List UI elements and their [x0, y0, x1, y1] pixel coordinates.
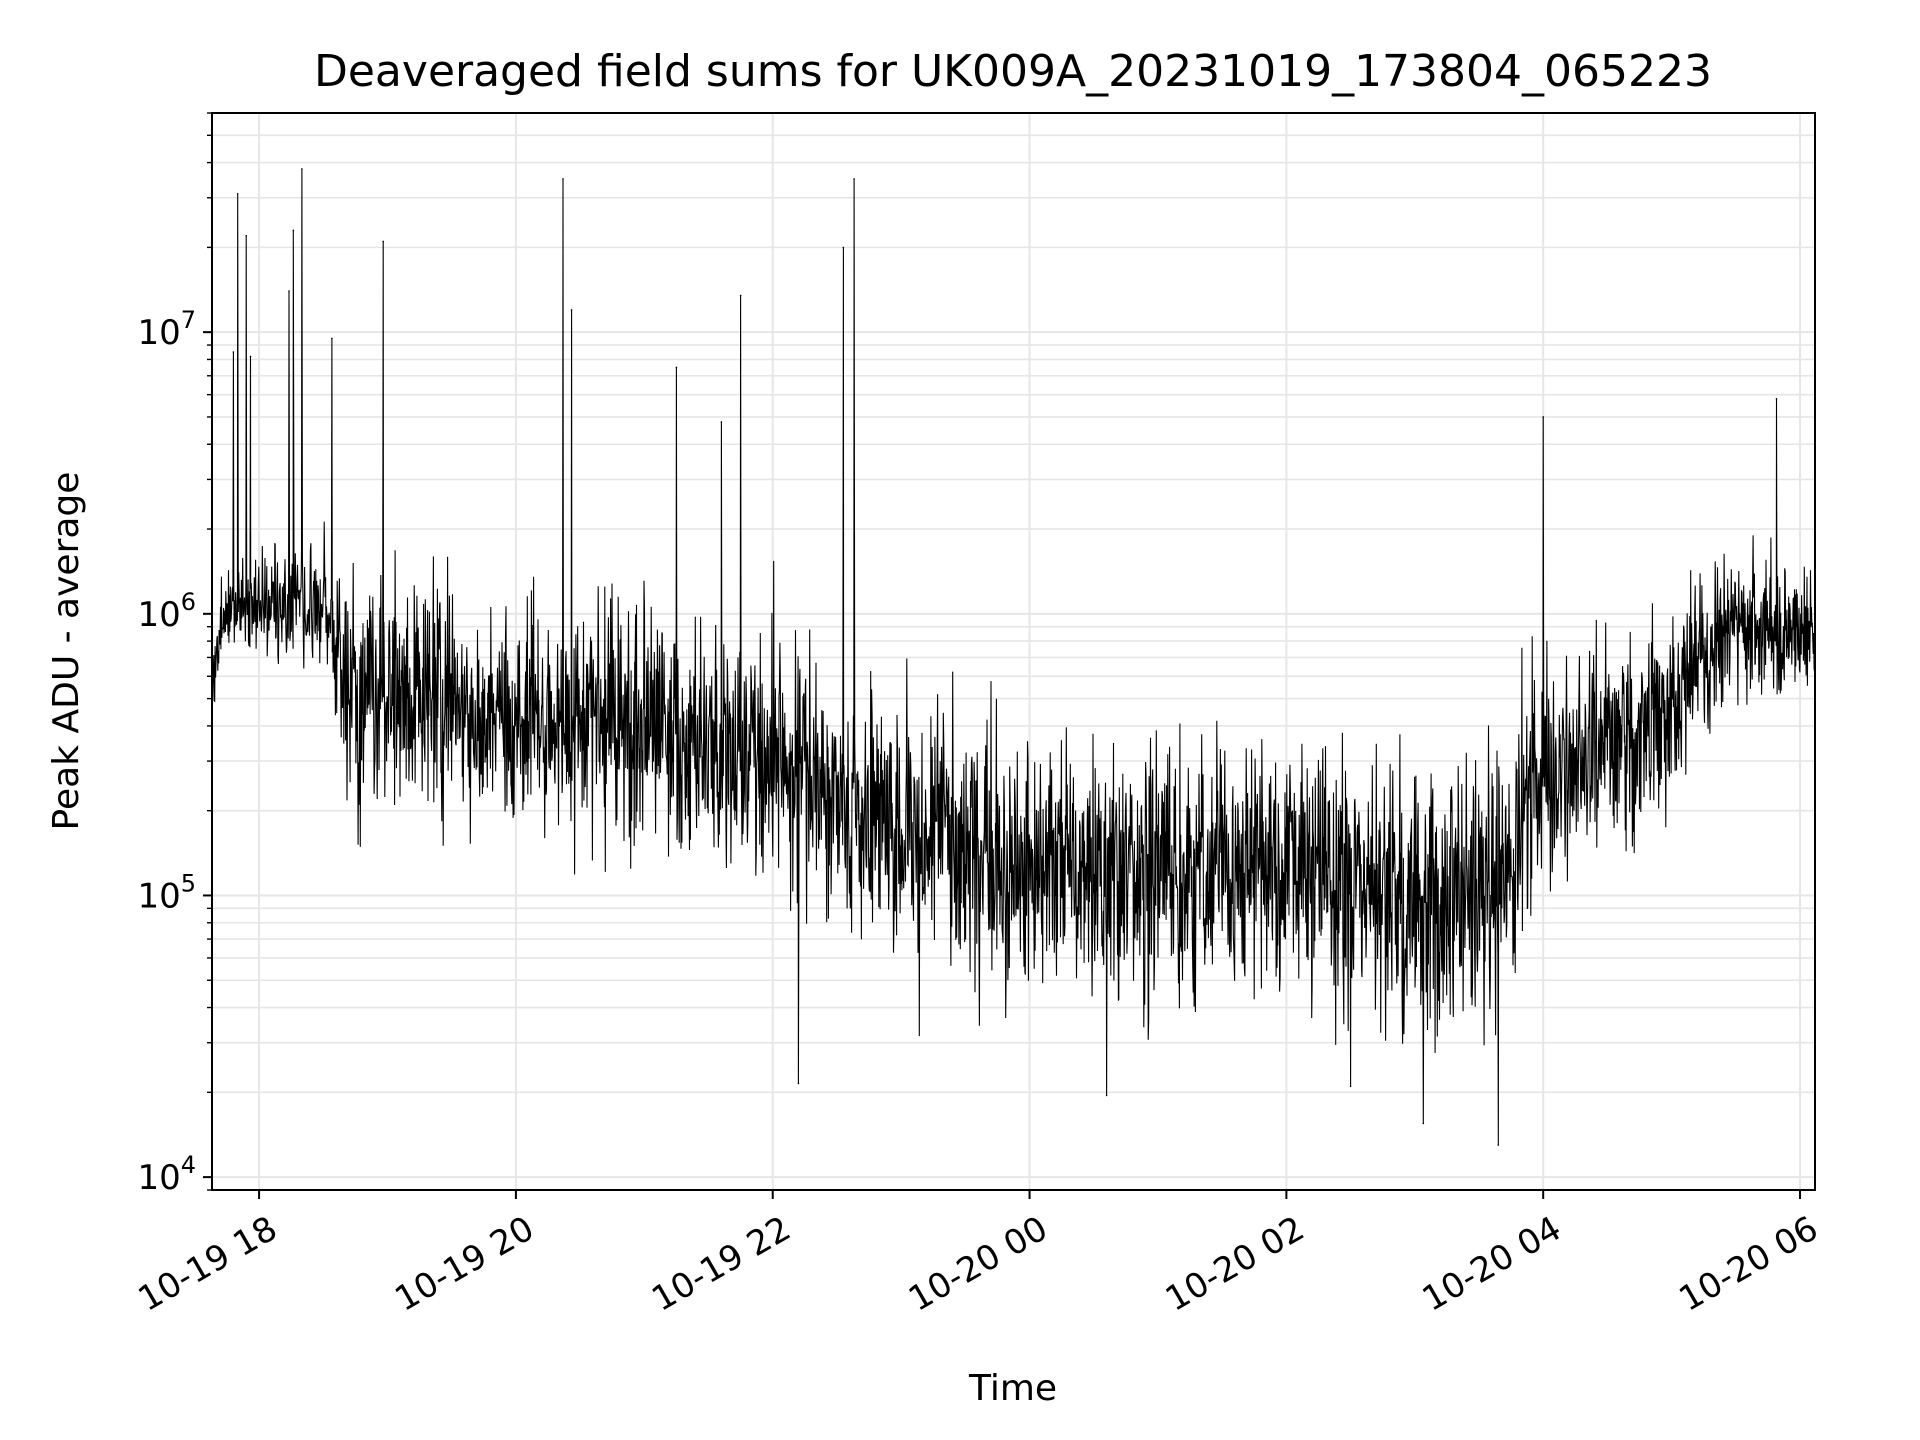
- data-point-spike: [1542, 416, 1544, 418]
- x-axis-label: Time: [968, 1368, 1057, 1409]
- data-point-spike: [853, 178, 855, 180]
- data-point-spike: [1775, 397, 1778, 400]
- y-axis-label: Peak ADU - average: [46, 472, 87, 831]
- data-point-spike: [739, 294, 742, 297]
- data-point-dip: [1349, 1085, 1352, 1088]
- data-point-dip: [797, 1082, 800, 1085]
- data-series: [211, 168, 1816, 1146]
- series-line: [211, 168, 1816, 1146]
- data-point-spike: [301, 168, 303, 170]
- data-point-spike: [232, 351, 235, 353]
- data-point-spike: [842, 246, 845, 249]
- chart-title: Deaveraged field sums for UK009A_2023101…: [314, 46, 1712, 97]
- data-point-dip: [1105, 1094, 1108, 1097]
- plot-frame: [211, 112, 1816, 1191]
- data-point-spike: [562, 178, 564, 180]
- data-point-spike: [292, 229, 295, 232]
- data-point-dip: [1422, 1122, 1425, 1125]
- data-point-spike: [331, 337, 333, 340]
- y-tick-label: 107: [137, 306, 196, 353]
- data-point-spike: [288, 290, 290, 292]
- data-point-dip: [1497, 1144, 1500, 1146]
- data-point-spike: [675, 366, 678, 369]
- data-point-spike: [245, 234, 248, 237]
- y-tick-label: 104: [137, 1151, 196, 1198]
- data-point-spike: [382, 240, 385, 243]
- y-tick-label: 106: [137, 588, 196, 635]
- data-point-spike: [236, 192, 239, 195]
- data-point-spike: [570, 309, 573, 311]
- data-point-spike: [249, 355, 252, 358]
- y-tick-label: 105: [137, 869, 196, 916]
- data-point-spike: [720, 421, 723, 423]
